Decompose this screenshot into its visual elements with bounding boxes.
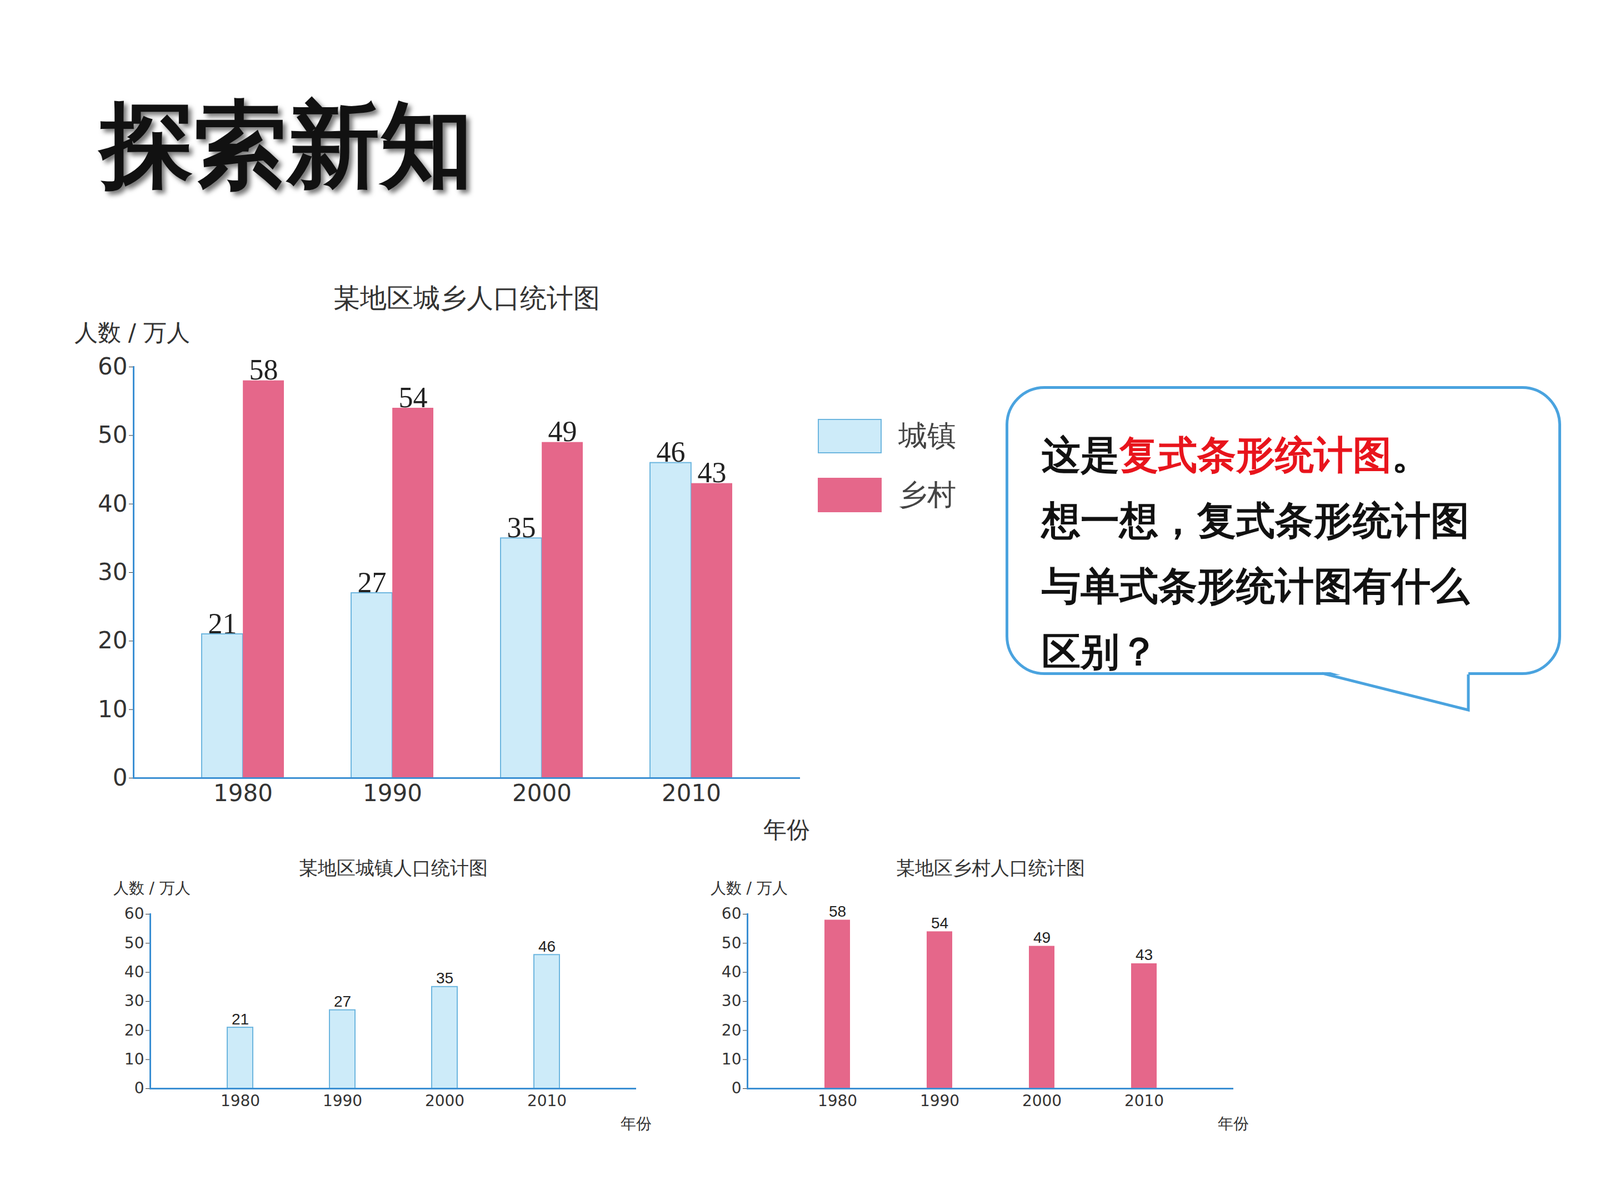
svg-text:2000: 2000 xyxy=(1022,1091,1062,1110)
svg-text:60: 60 xyxy=(721,904,742,923)
svg-text:2010: 2010 xyxy=(661,779,722,807)
svg-text:43: 43 xyxy=(697,456,727,489)
svg-text:40: 40 xyxy=(124,962,145,982)
svg-text:1980: 1980 xyxy=(817,1091,858,1110)
svg-text:49: 49 xyxy=(548,415,578,448)
svg-text:2000: 2000 xyxy=(425,1091,465,1110)
svg-text:21: 21 xyxy=(207,607,237,640)
svg-text:1990: 1990 xyxy=(322,1091,363,1110)
html-text:想一想，复式条形统计图与单式条形统计图有什么区别？: 想一想，复式条形统计图与单式条形统计图有什么区别？ xyxy=(1041,497,1470,675)
svg-text:35: 35 xyxy=(506,511,536,544)
svg-text:2010: 2010 xyxy=(527,1091,567,1110)
svg-text:54: 54 xyxy=(931,914,949,932)
svg-text:35: 35 xyxy=(436,969,454,987)
svg-text:1980: 1980 xyxy=(220,1091,260,1110)
svg-text:58: 58 xyxy=(828,902,847,920)
svg-text:2010: 2010 xyxy=(1124,1091,1164,1110)
svg-text:10: 10 xyxy=(721,1050,742,1069)
svg-text:46: 46 xyxy=(538,937,556,955)
html-text:城镇: 城镇 xyxy=(898,420,957,452)
svg-text:58: 58 xyxy=(249,353,279,386)
svg-text:人数 / 万人: 人数 / 万人 xyxy=(74,318,191,347)
svg-text:1980: 1980 xyxy=(213,779,273,807)
svg-text:20: 20 xyxy=(721,1021,742,1040)
svg-text:27: 27 xyxy=(333,992,352,1010)
svg-text:10: 10 xyxy=(97,695,128,723)
svg-text:20: 20 xyxy=(97,626,128,654)
svg-text:40: 40 xyxy=(721,962,742,982)
svg-text:30: 30 xyxy=(97,558,128,586)
svg-text:21: 21 xyxy=(231,1010,249,1028)
svg-text:60: 60 xyxy=(97,352,128,380)
svg-text:50: 50 xyxy=(124,933,145,953)
html-text:探索新知: 探索新知 xyxy=(100,90,474,200)
svg-text:1990: 1990 xyxy=(362,779,423,807)
svg-text:50: 50 xyxy=(97,421,128,449)
svg-text:年份: 年份 xyxy=(1217,1114,1249,1133)
svg-text:54: 54 xyxy=(398,381,428,414)
svg-text:49: 49 xyxy=(1033,928,1051,947)
svg-text:43: 43 xyxy=(1135,946,1153,964)
svg-text:0: 0 xyxy=(112,763,128,792)
svg-text:年份: 年份 xyxy=(620,1114,652,1133)
svg-text:2000: 2000 xyxy=(512,779,572,807)
svg-text:30: 30 xyxy=(124,991,145,1010)
svg-text:1990: 1990 xyxy=(920,1091,960,1110)
svg-text:年份: 年份 xyxy=(763,816,810,844)
svg-text:60: 60 xyxy=(124,904,145,923)
html-text:乡村: 乡村 xyxy=(898,478,957,511)
html-text:某地区乡村人口统计图: 某地区乡村人口统计图 xyxy=(895,856,1085,879)
html-text:某地区城乡人口统计图: 某地区城乡人口统计图 xyxy=(333,282,600,314)
svg-text:0: 0 xyxy=(134,1078,145,1098)
svg-text:人数 / 万人: 人数 / 万人 xyxy=(113,878,191,898)
svg-text:30: 30 xyxy=(721,991,742,1010)
svg-text:40: 40 xyxy=(97,490,128,518)
svg-text:50: 50 xyxy=(721,933,742,953)
html-text:这是复式条形统计图。: 这是复式条形统计图。 xyxy=(1041,432,1431,478)
svg-text:20: 20 xyxy=(124,1021,145,1040)
svg-text:人数 / 万人: 人数 / 万人 xyxy=(710,878,788,898)
svg-text:46: 46 xyxy=(656,436,685,468)
svg-text:27: 27 xyxy=(357,566,387,599)
svg-text:10: 10 xyxy=(124,1050,145,1069)
svg-text:0: 0 xyxy=(731,1078,742,1098)
html-text:某地区城镇人口统计图: 某地区城镇人口统计图 xyxy=(298,856,488,879)
